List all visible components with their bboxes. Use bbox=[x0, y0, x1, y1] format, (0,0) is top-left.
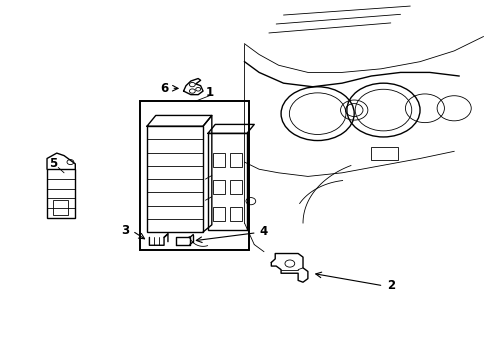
Bar bbox=[207, 134, 246, 230]
Bar bbox=[229, 180, 242, 194]
Bar bbox=[229, 153, 242, 167]
Bar bbox=[370, 147, 397, 160]
Text: 4: 4 bbox=[259, 225, 267, 238]
Bar bbox=[140, 101, 249, 250]
Text: 2: 2 bbox=[386, 279, 394, 292]
Bar bbox=[212, 180, 224, 194]
Bar bbox=[53, 201, 68, 215]
Bar bbox=[212, 153, 224, 167]
Text: 6: 6 bbox=[160, 82, 168, 95]
Bar bbox=[212, 207, 224, 221]
Text: 3: 3 bbox=[121, 224, 129, 237]
Text: 1: 1 bbox=[205, 86, 213, 99]
Bar bbox=[47, 169, 75, 218]
Text: 5: 5 bbox=[49, 157, 57, 170]
Bar bbox=[147, 126, 203, 232]
Bar bbox=[229, 207, 242, 221]
